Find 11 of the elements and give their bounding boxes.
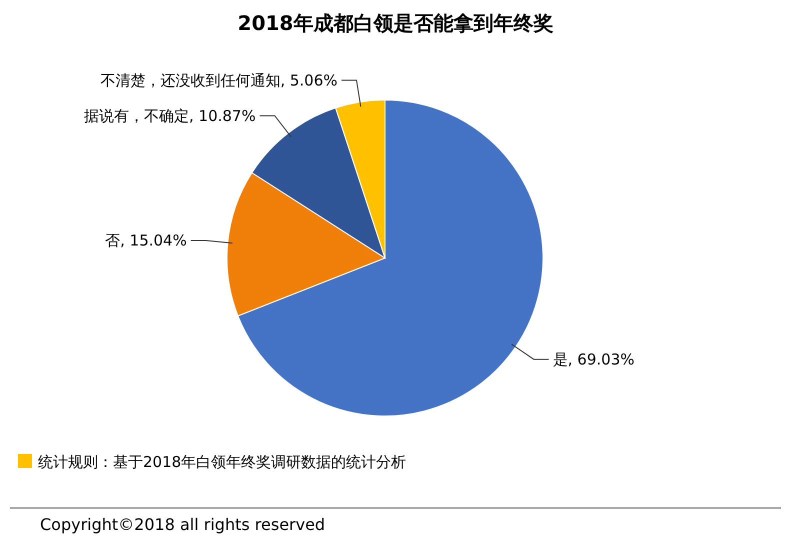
slice-label: 不清楚，还没收到任何通知 [100, 71, 280, 90]
slice-label: 是 [552, 350, 568, 368]
data-label: , 15.04% [120, 232, 187, 250]
slice-label: 否 [105, 232, 120, 250]
data-label: , 5.06% [280, 71, 338, 90]
chart-title: 2018年成都白领是否能拿到年终奖 [238, 11, 554, 35]
text: 统计规则：基于2018年白领年终奖调研数据的统计分析 [38, 453, 406, 471]
data-label: , 10.87% [188, 106, 256, 125]
text: Copyright©2018 all rights reserved [40, 515, 326, 534]
data-label: , 69.03% [568, 350, 635, 368]
slice-label: 据说有，不确定 [84, 106, 189, 125]
